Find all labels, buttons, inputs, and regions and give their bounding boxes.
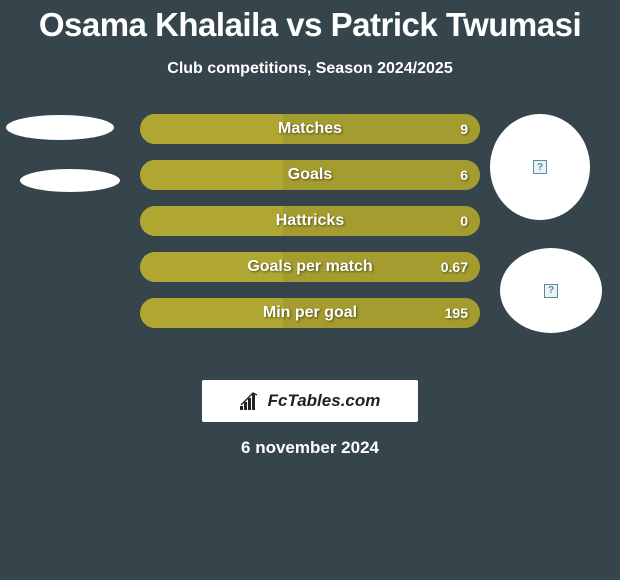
bar-row: Goals per match 0.67: [140, 252, 480, 282]
bar-label: Hattricks: [140, 206, 480, 236]
page-title: Osama Khalaila vs Patrick Twumasi: [0, 0, 620, 44]
bar-value-right: 0.67: [441, 252, 468, 282]
bar-value-right: 6: [460, 160, 468, 190]
attribution-text: FcTables.com: [268, 391, 381, 411]
player2-avatar-placeholder-2: ?: [500, 248, 602, 333]
bars-container: Matches 9 Goals 6 Hattricks 0 Goals per …: [140, 114, 480, 344]
fctables-logo-icon: [240, 392, 264, 410]
bar-label: Goals: [140, 160, 480, 190]
bar-row: Matches 9: [140, 114, 480, 144]
bar-value-right: 9: [460, 114, 468, 144]
player2-avatar-placeholder: ?: [490, 114, 590, 220]
image-missing-icon: ?: [533, 160, 547, 174]
comparison-chart: ? ? Matches 9 Goals 6 Hattricks 0 Goals …: [0, 114, 620, 374]
bar-label: Matches: [140, 114, 480, 144]
player1-avatar-placeholder: [6, 115, 114, 140]
player1-avatar-placeholder-2: [20, 169, 120, 192]
bar-value-right: 0: [460, 206, 468, 236]
bar-value-right: 195: [445, 298, 468, 328]
image-missing-icon: ?: [544, 284, 558, 298]
bar-row: Min per goal 195: [140, 298, 480, 328]
bar-label: Goals per match: [140, 252, 480, 282]
bar-label: Min per goal: [140, 298, 480, 328]
attribution-badge: FcTables.com: [202, 380, 418, 422]
subtitle: Club competitions, Season 2024/2025: [0, 60, 620, 78]
bar-row: Goals 6: [140, 160, 480, 190]
date-label: 6 november 2024: [0, 438, 620, 458]
bar-row: Hattricks 0: [140, 206, 480, 236]
